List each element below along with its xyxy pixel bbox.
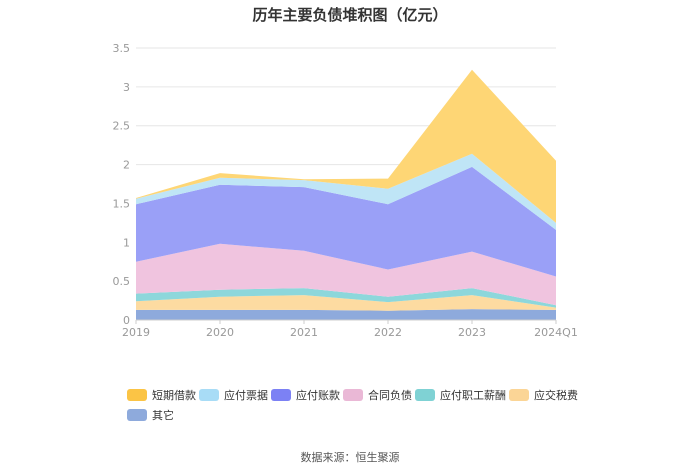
area-series-应付职工薪酬[interactable] <box>136 288 556 308</box>
legend-swatch <box>199 389 219 401</box>
legend-label: 短期借款 <box>152 389 196 402</box>
area-series-应交税费[interactable] <box>136 295 556 311</box>
legend-item-accounts-payable[interactable]: 应付账款 <box>271 388 340 404</box>
x-tick-label: 2024Q1 <box>534 326 578 339</box>
legend-item-contract-liabilities[interactable]: 合同负债 <box>343 388 412 404</box>
legend-swatch <box>127 389 147 401</box>
area-series-其它[interactable] <box>136 309 556 320</box>
legend-item-taxes-payable[interactable]: 应交税费 <box>509 388 578 404</box>
legend-label: 合同负债 <box>368 389 412 402</box>
legend-label: 应付账款 <box>296 389 340 402</box>
y-tick-label: 1 <box>123 236 130 249</box>
legend-item-other[interactable]: 其它 <box>127 408 174 424</box>
y-tick-label: 0.5 <box>113 275 131 288</box>
legend-swatch <box>509 389 529 401</box>
y-tick-label: 2.5 <box>113 120 131 133</box>
legend-swatch <box>415 389 435 401</box>
x-tick-label: 2023 <box>458 326 486 339</box>
y-tick-label: 1.5 <box>113 197 131 210</box>
area-series-合同负债[interactable] <box>136 243 556 306</box>
data-source-note: 数据来源：恒生聚源 <box>300 451 400 464</box>
area-series-短期借款[interactable] <box>136 69 556 223</box>
legend-label: 其它 <box>152 409 174 422</box>
legend-label: 应交税费 <box>534 389 578 402</box>
x-tick-label: 2022 <box>374 326 402 339</box>
x-tick-label: 2019 <box>122 326 150 339</box>
y-tick-label: 2 <box>123 159 130 172</box>
area-series-应付账款[interactable] <box>136 166 556 277</box>
legend-item-employee-pay[interactable]: 应付职工薪酬 <box>415 388 506 404</box>
chart-title: 历年主要负债堆积图（亿元） <box>252 6 448 24</box>
legend-item-short-term-loans[interactable]: 短期借款 <box>127 388 196 404</box>
legend-item-notes-payable[interactable]: 应付票据 <box>199 388 268 404</box>
legend-swatch <box>271 389 291 401</box>
area-series <box>136 69 556 320</box>
legend-label: 应付职工薪酬 <box>440 389 506 402</box>
y-tick-label: 0 <box>123 314 130 327</box>
legend-label: 应付票据 <box>224 389 268 402</box>
y-tick-label: 3 <box>123 81 130 94</box>
area-series-应付票据[interactable] <box>136 153 556 230</box>
y-tick-label: 3.5 <box>113 42 131 55</box>
legend-swatch <box>343 389 363 401</box>
x-tick-label: 2020 <box>206 326 234 339</box>
legend-swatch <box>127 409 147 421</box>
axes: 0 0.5 1 1.5 2 2.5 3 3.5 2019 2020 2021 2022 2023 2024… <box>113 42 578 339</box>
x-tick-label: 2021 <box>290 326 318 339</box>
